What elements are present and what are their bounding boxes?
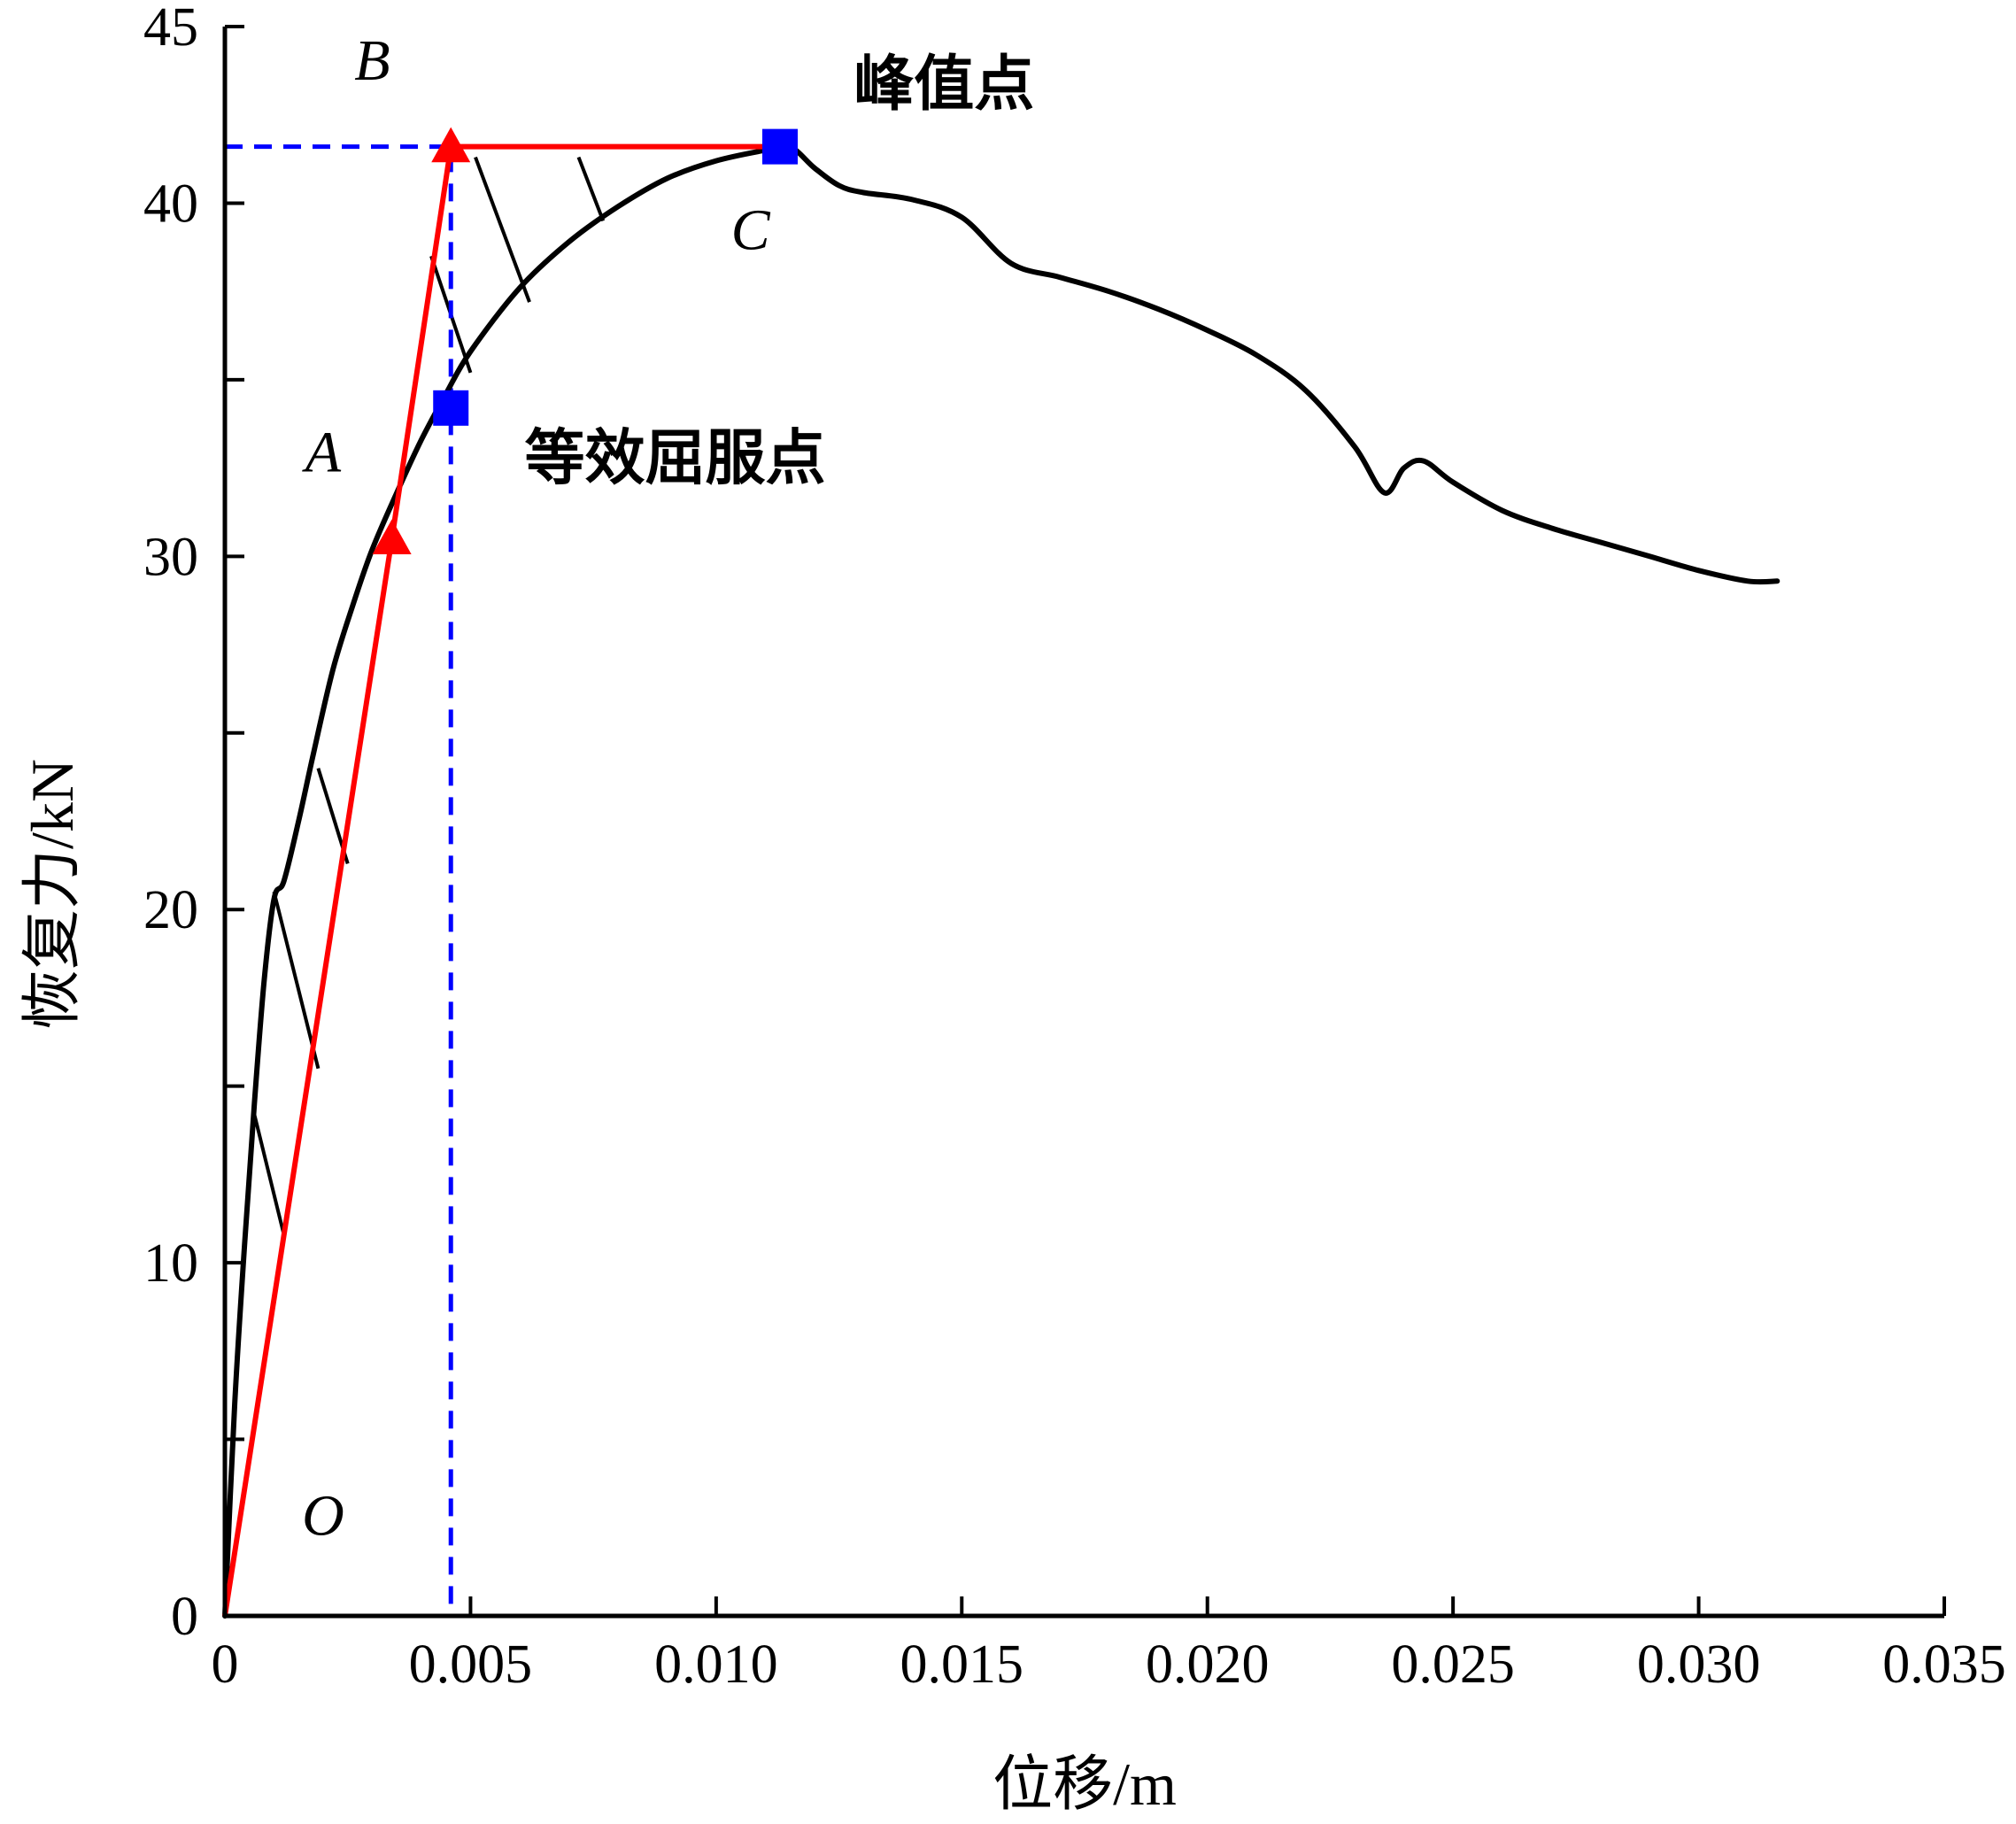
y-tick-label: 40 xyxy=(143,174,198,234)
x-axis-title: 位移/m xyxy=(993,1751,1177,1818)
hatch-line xyxy=(474,156,531,303)
y-tick-label: 20 xyxy=(143,880,198,940)
x-tick-label: 0.035 xyxy=(1882,1635,2006,1695)
hatch-line xyxy=(272,891,321,1070)
peak-point-annotation: 峰值点 xyxy=(854,50,1034,120)
equivalent-yield-point-annotation: 等效屈服点 xyxy=(524,424,825,494)
hatch-line xyxy=(252,1114,286,1235)
force-displacement-curve xyxy=(222,143,1780,1619)
x-tick-label: 0.025 xyxy=(1391,1635,1515,1695)
triangle-marker xyxy=(431,127,471,163)
y-tick-label: 10 xyxy=(143,1233,198,1294)
x-tick-label: 0.010 xyxy=(654,1635,778,1695)
square-marker xyxy=(433,390,469,426)
x-tick-label: 0.005 xyxy=(409,1635,533,1695)
hatch-line xyxy=(576,156,606,222)
x-ticks: 0 0.005 0.010 0.015 0.020 0.025 0.030 0.035 xyxy=(212,1596,2006,1695)
bilinear-model-line xyxy=(222,143,780,1617)
point-label-c: C xyxy=(731,197,771,262)
triangle-marker xyxy=(372,519,412,554)
x-tick-label: 0.030 xyxy=(1637,1635,1761,1695)
y-ticks: 0 10 20 30 40 45 xyxy=(143,0,244,1647)
x-tick-label: 0.020 xyxy=(1146,1635,1270,1695)
point-label-b: B xyxy=(354,28,390,93)
point-label-o: O xyxy=(302,1483,344,1548)
axes: 0 0.005 0.010 0.015 0.020 0.025 0.030 0.035 0 10… xyxy=(143,0,2006,1695)
y-tick-label: 0 xyxy=(171,1587,198,1647)
y-axis-title: 恢复力/kN xyxy=(19,759,86,1030)
y-tick-label: 30 xyxy=(143,527,198,587)
x-tick-label: 0 xyxy=(212,1635,239,1695)
square-marker xyxy=(761,128,798,165)
x-tick-label: 0.015 xyxy=(900,1635,1024,1695)
equivalent-yield-guide-line xyxy=(225,144,453,1616)
point-label-a: A xyxy=(302,421,342,485)
y-tick-label: 45 xyxy=(143,0,198,58)
